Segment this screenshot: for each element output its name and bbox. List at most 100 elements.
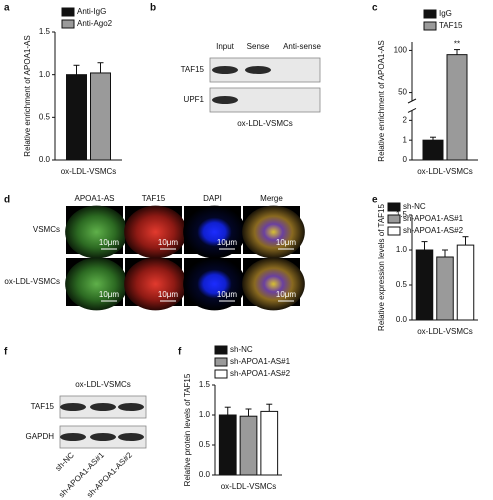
bar: [66, 74, 87, 161]
panel-label: b: [150, 3, 156, 14]
bar: [436, 256, 454, 321]
cell: [65, 257, 128, 311]
bar: [90, 72, 111, 161]
blot-band: [90, 403, 116, 411]
protein-label: GAPDH: [26, 432, 55, 441]
blot-band: [118, 403, 144, 411]
legend-swatch: [387, 226, 401, 236]
bar: [260, 410, 279, 476]
scale-bar-label: 10μm: [158, 238, 179, 247]
legend-label: sh-APOA1-AS#1: [230, 357, 291, 366]
column-label: TAF15: [142, 194, 166, 203]
x-tick-label: ox-LDL-VSMCs: [417, 167, 473, 176]
legend-label: sh-NC: [403, 202, 426, 211]
legend-swatch: [214, 369, 228, 379]
protein-label: UPF1: [184, 95, 205, 104]
x-tick-label: ox-LDL-VSMCs: [221, 482, 277, 491]
legend-label: sh-APOA1-AS#2: [403, 226, 464, 235]
legend-swatch: [61, 19, 75, 29]
protein-label: TAF15: [181, 65, 205, 74]
blot-band: [245, 66, 271, 74]
cell: [183, 257, 246, 311]
scale-bar-label: 10μm: [158, 290, 179, 299]
y-axis-label: Relative protein levels of TAF15: [183, 373, 192, 486]
column-label: DAPI: [203, 194, 222, 203]
legend-swatch: [61, 7, 75, 17]
legend-label: sh-APOA1-AS#2: [230, 369, 291, 378]
y-tick-label: 0.0: [199, 470, 211, 479]
cell: [183, 205, 246, 259]
cell: [65, 205, 128, 259]
legend-label: Anti-IgG: [77, 7, 106, 16]
scale-bar-label: 10μm: [217, 238, 238, 247]
protein-label: TAF15: [31, 402, 55, 411]
y-tick-label: 0.5: [199, 440, 211, 449]
axis-break: [407, 98, 417, 104]
y-tick-label: 2: [403, 115, 408, 124]
y-tick-label: 1.5: [199, 380, 211, 389]
blot-caption: ox-LDL-VSMCs: [75, 380, 131, 389]
x-tick-label: ox-LDL-VSMCs: [417, 327, 473, 336]
scale-bar-label: 10μm: [276, 238, 297, 247]
y-tick-label: 0.0: [396, 315, 408, 324]
row-label: VSMCs: [33, 225, 60, 234]
column-label: APOA1-AS: [74, 194, 114, 203]
y-tick-label: 1.0: [199, 410, 211, 419]
lane-label: sh-NC: [54, 450, 77, 473]
column-label: Merge: [260, 194, 283, 203]
cell: [242, 205, 305, 259]
panel-label: e: [372, 195, 378, 206]
row-label: ox-LDL-VSMCs: [4, 277, 60, 286]
y-tick-label: 1.5: [396, 210, 408, 219]
axis-break: [407, 107, 417, 113]
bar: [422, 139, 444, 161]
y-tick-label: 0.5: [396, 280, 408, 289]
bar: [239, 415, 258, 476]
panel-label: c: [372, 3, 378, 14]
cell: [124, 257, 187, 311]
panel-label: d: [4, 195, 10, 206]
scale-bar-label: 10μm: [217, 290, 238, 299]
legend-swatch: [387, 202, 401, 212]
scale-bar-label: 10μm: [276, 290, 297, 299]
y-tick-label: 1.5: [39, 27, 51, 36]
bar: [218, 414, 237, 476]
blot-band: [60, 403, 86, 411]
blot-band: [60, 433, 86, 441]
lane-label: Sense: [247, 42, 270, 51]
legend-label: TAF15: [439, 21, 463, 30]
panel-label: f: [4, 347, 8, 358]
legend-swatch: [423, 9, 437, 19]
bar: [456, 244, 475, 321]
annotation: **: [454, 40, 460, 49]
blot-band: [118, 433, 144, 441]
legend-label: sh-APOA1-AS#1: [403, 214, 464, 223]
legend-swatch: [214, 357, 228, 367]
scale-bar-label: 10μm: [99, 290, 120, 299]
bar: [446, 54, 468, 161]
y-axis-label: Relative enrichment of APOA1-AS: [23, 35, 32, 156]
legend-swatch: [387, 214, 401, 224]
y-tick-label: 50: [398, 88, 407, 97]
blot-caption: ox-LDL-VSMCs: [237, 119, 293, 128]
cell: [124, 205, 187, 259]
lane-label: Anti-sense: [283, 42, 321, 51]
y-tick-label: 0: [403, 155, 408, 164]
scale-bar-label: 10μm: [99, 238, 120, 247]
panel-label: a: [4, 3, 10, 14]
lane-label: Input: [216, 42, 235, 51]
panel-label: f: [178, 347, 182, 358]
blot-band: [212, 96, 238, 104]
y-tick-label: 1.0: [396, 245, 408, 254]
blot-band: [90, 433, 116, 441]
y-axis-label: Relative expression levels of TAF15: [377, 204, 386, 331]
cell: [242, 257, 305, 311]
legend-swatch: [423, 21, 437, 31]
y-tick-label: 0.0: [39, 155, 51, 164]
legend-swatch: [214, 345, 228, 355]
x-tick-label: ox-LDL-VSMCs: [61, 167, 117, 176]
y-axis-label: Relative enrichment of APOA1-AS: [377, 40, 386, 161]
blot-band: [212, 66, 238, 74]
legend-label: IgG: [439, 9, 452, 18]
